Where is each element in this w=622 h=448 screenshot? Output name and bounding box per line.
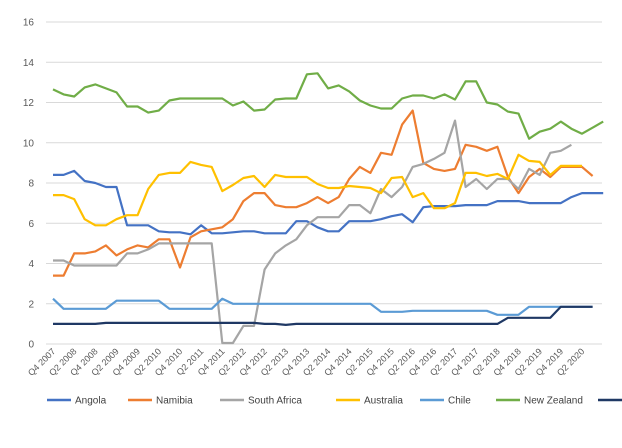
series-lines: [52, 72, 604, 345]
y-tick-label: 8: [28, 179, 34, 190]
y-tick-label: 16: [23, 18, 35, 29]
legend-label-australia: Australia: [364, 396, 403, 407]
series-line-chile: [52, 297, 593, 316]
y-tick-label: 14: [23, 58, 35, 69]
y-tick-label: 6: [28, 219, 34, 230]
gridlines: [46, 21, 602, 345]
series-line-peru: [53, 305, 593, 326]
series-line-new-zealand: [52, 72, 604, 140]
legend-label-south-africa: South Africa: [248, 396, 302, 407]
y-tick-label: 10: [23, 138, 35, 149]
legend-label-namibia: Namibia: [156, 396, 193, 407]
legend: Angola Namibia South Africa Australia Chile N…: [47, 396, 622, 407]
legend-label-angola: Angola: [75, 396, 107, 407]
y-axis-ticks: 0 2 4 6 8 10 12 14 16: [23, 18, 35, 351]
legend-label-chile: Chile: [448, 396, 471, 407]
y-tick-label: 12: [23, 98, 35, 109]
series-line-angola: [53, 169, 604, 236]
y-tick-label: 2: [28, 299, 34, 310]
series-line-namibia: [53, 109, 594, 277]
legend-label-new-zealand: New Zealand: [524, 396, 583, 407]
series-line-australia: [53, 153, 582, 227]
y-tick-label: 0: [28, 340, 34, 351]
y-tick-label: 4: [28, 259, 34, 270]
series-line-south-africa: [53, 119, 572, 345]
